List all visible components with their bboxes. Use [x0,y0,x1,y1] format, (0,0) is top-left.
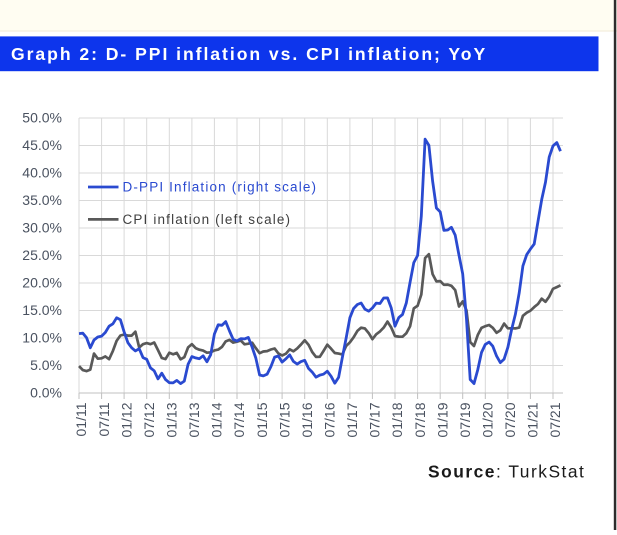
svg-text:5.0%: 5.0% [30,357,62,373]
svg-text:01/16: 01/16 [299,402,315,437]
svg-text:10.0%: 10.0% [22,330,62,346]
svg-text:07/17: 07/17 [367,402,383,437]
svg-text:07/12: 07/12 [141,402,157,437]
svg-text:40.0%: 40.0% [22,165,62,181]
svg-text:07/19: 07/19 [457,402,473,437]
svg-text:CPI inflation (left scale): CPI inflation (left scale) [123,212,292,227]
svg-text:50.0%: 50.0% [22,110,62,126]
svg-text:07/20: 07/20 [502,402,518,437]
svg-text:Source: TurkStat: Source: TurkStat [428,462,585,482]
svg-text:01/20: 01/20 [480,402,496,437]
svg-text:0.0%: 0.0% [30,385,62,401]
svg-text:07/11: 07/11 [96,402,112,436]
svg-text:Graph 2: D- PPI inflation vs.: Graph 2: D- PPI inflation vs. CPI inflat… [11,44,487,64]
svg-text:01/11: 01/11 [73,402,89,436]
svg-text:25.0%: 25.0% [22,247,62,263]
svg-text:20.0%: 20.0% [22,275,62,291]
svg-text:01/15: 01/15 [254,402,270,437]
svg-text:D-PPI Inflation (right scale): D-PPI Inflation (right scale) [123,180,318,195]
svg-text:01/12: 01/12 [118,402,134,437]
svg-text:45.0%: 45.0% [22,137,62,153]
svg-text:15.0%: 15.0% [22,302,62,318]
svg-text:01/14: 01/14 [209,402,225,437]
svg-text:07/15: 07/15 [276,402,292,437]
svg-text:01/18: 01/18 [389,402,405,437]
svg-text:07/18: 07/18 [412,402,428,437]
svg-text:07/13: 07/13 [186,402,202,437]
svg-text:01/13: 01/13 [164,402,180,437]
svg-text:01/19: 01/19 [434,402,450,437]
svg-text:01/21: 01/21 [525,402,541,437]
svg-text:07/14: 07/14 [231,402,247,437]
svg-text:35.0%: 35.0% [22,192,62,208]
svg-text:01/17: 01/17 [344,402,360,437]
svg-text:07/16: 07/16 [322,402,338,437]
svg-text:07/21: 07/21 [547,402,563,437]
svg-text:30.0%: 30.0% [22,220,62,236]
